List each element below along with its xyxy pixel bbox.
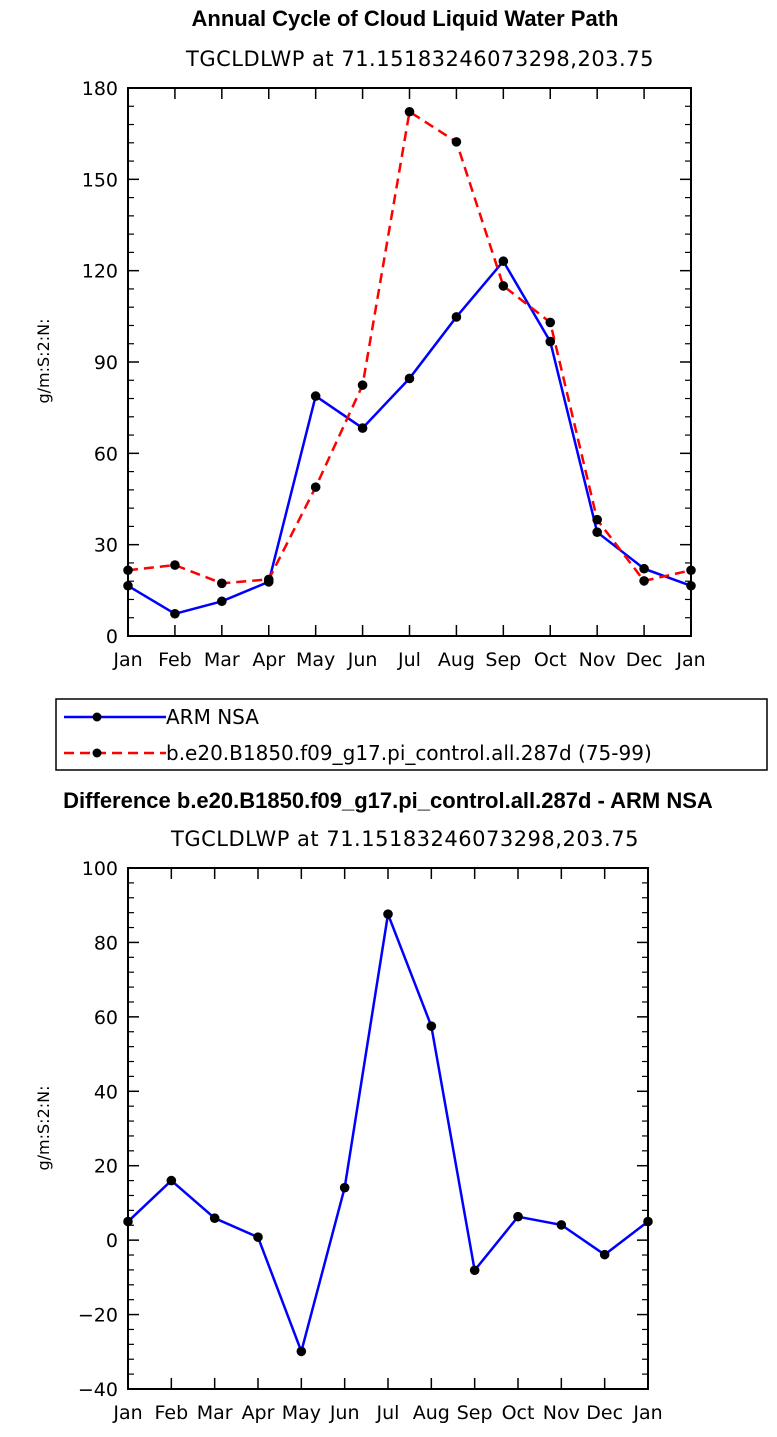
chart1-series-1-point: [639, 576, 649, 586]
chart2-series-line-0: [127, 909, 649, 1356]
legend-box: [55, 698, 768, 771]
chart2-xtick-label: Jan: [112, 1402, 142, 1424]
chart1-series-0-point: [545, 336, 556, 347]
chart1-series-0-point: [451, 312, 462, 322]
chart2-ytick-label: 100: [82, 858, 118, 880]
chart2-series-0-point: [513, 1211, 523, 1222]
chart2-xtick-label: Sep: [457, 1402, 493, 1424]
legend-label-model: b.e20.B1850.f09_g17.pi_control.all.287d …: [166, 741, 652, 765]
chart1-series-1-point: [123, 565, 133, 576]
chart1-series-0-point: [686, 580, 696, 591]
chart1-xtick-label: May: [296, 649, 335, 671]
chart1-xtick-label: Sep: [485, 649, 521, 671]
chart1-series-0-point: [357, 423, 368, 433]
chart1-series-1-point: [451, 137, 462, 147]
chart1-series-0-point: [217, 596, 227, 607]
chart2-ytick-label: 0: [106, 1230, 118, 1252]
chart2-xtick-label: Apr: [242, 1402, 275, 1424]
chart1-xtick-label: Dec: [626, 649, 663, 671]
chart2-xtick-label: Mar: [197, 1402, 233, 1424]
chart2-subtitle: TGCLDLWP at 71.15183246073298,203.75: [170, 827, 639, 851]
chart1-series-0-point: [123, 580, 133, 591]
chart1-xtick-label: Nov: [579, 649, 616, 671]
chart2-ytick-label: 20: [94, 1156, 118, 1178]
chart1-ytick-label: 30: [94, 535, 118, 557]
chart1-series-1-point: [170, 560, 180, 570]
chart1-series-0-point: [592, 527, 602, 537]
chart1-series-0-point: [639, 563, 649, 574]
chart2-xtick-label: Feb: [155, 1402, 189, 1424]
chart1-ytick-label: 0: [106, 626, 118, 648]
chart1-xtick-label: Jan: [112, 649, 142, 671]
chart2-series-0-point: [166, 1175, 177, 1186]
chart2-series-0-point: [339, 1182, 350, 1193]
chart1-series-1-point: [263, 574, 274, 585]
legend: ARM NSA b.e20.B1850.f09_g17.pi_control.a…: [55, 698, 768, 771]
chart1-ytick-label: 120: [82, 261, 118, 283]
chart1-series-1-point: [592, 514, 602, 525]
chart2-series-0-point: [556, 1220, 567, 1230]
chart1-title: Annual Cycle of Cloud Liquid Water Path: [192, 6, 619, 31]
chart1-ylabel: g/m:S:2:N:: [34, 319, 53, 404]
chart2-series-0-point: [123, 1216, 133, 1227]
chart2-xtick-label: Jan: [632, 1402, 662, 1424]
chart2-ytick-label: −20: [78, 1305, 118, 1327]
chart2-series-0-point: [469, 1265, 480, 1276]
chart2-xtick-label: Jul: [376, 1402, 400, 1424]
chart1-xtick-label: Feb: [158, 649, 192, 671]
chart2-series-0-point: [426, 1021, 437, 1031]
chart1-series-1-point: [217, 578, 227, 589]
chart2-frame: [127, 867, 649, 1390]
chart2-series-0-point: [643, 1216, 653, 1227]
chart2-xtick-label: Oct: [502, 1402, 535, 1424]
chart2-xtick-label: May: [282, 1402, 321, 1424]
chart1-series-1-point: [404, 106, 415, 117]
chart1-series-1-point: [498, 281, 509, 291]
chart1-xtick-label: Jul: [397, 649, 421, 671]
chart1-frame: [127, 87, 692, 637]
chart1-series-line-1: [127, 109, 692, 585]
chart1-series-line-0: [127, 259, 692, 616]
legend-marker-model: [92, 748, 102, 758]
chart1-ytick-label: 60: [94, 443, 118, 465]
chart1-xtick-label: Aug: [438, 649, 475, 671]
chart1-series-1-point: [686, 565, 696, 576]
chart1-series-1-point: [310, 482, 321, 492]
chart1-ytick-label: 180: [82, 78, 118, 100]
chart1-series-0-point: [404, 373, 415, 384]
chart2-series-0-point: [296, 1346, 307, 1357]
chart1-xtick-label: Apr: [252, 649, 285, 671]
chart1-xtick-label: Jan: [675, 649, 705, 671]
chart2-series-0-point: [383, 909, 393, 919]
chart1-plot-area: 0 30 60 90 120 150 180 Jan Feb Mar Apr May Jun Jul Aug…: [82, 78, 706, 671]
chart2-series-0-point: [209, 1213, 220, 1223]
chart2-xtick-label: Jun: [329, 1402, 360, 1424]
chart2-ytick-label: 60: [94, 1007, 118, 1029]
chart1-xtick-label: Oct: [534, 649, 567, 671]
chart1-xtick-label: Jun: [347, 649, 378, 671]
chart2-ytick-label: 80: [94, 932, 118, 954]
chart2-xtick-label: Nov: [543, 1402, 580, 1424]
chart2-ytick-label: −40: [78, 1379, 118, 1401]
legend-marker-arm-nsa: [92, 712, 102, 722]
chart2-series-0-point: [599, 1249, 610, 1260]
chart1-ytick-label: 90: [94, 352, 118, 374]
chart1-ytick-label: 150: [82, 169, 118, 191]
legend-label-arm-nsa: ARM NSA: [166, 705, 259, 729]
chart2-ylabel: g/m:S:2:N:: [34, 1086, 53, 1171]
chart1-xtick-label: Mar: [204, 649, 240, 671]
chart1-series-0-point: [310, 391, 321, 401]
chart2-xtick-label: Dec: [586, 1402, 623, 1424]
chart1-subtitle: TGCLDLWP at 71.15183246073298,203.75: [185, 47, 654, 71]
chart1-series-1-point: [357, 380, 368, 390]
chart1-series-0-point: [498, 256, 509, 267]
chart2-xtick-label: Aug: [413, 1402, 450, 1424]
chart2-series-0-point: [253, 1232, 263, 1242]
chart2-title: Difference b.e20.B1850.f09_g17.pi_contro…: [63, 788, 713, 813]
chart2-ytick-label: 40: [94, 1081, 118, 1103]
chart1-series-1-point: [545, 317, 556, 328]
chart1-series-0-point: [170, 608, 180, 619]
chart2-plot-area: −40 −20 0 20 40 60 80 100 Jan Feb Mar Apr May Jun Jul A…: [78, 858, 663, 1424]
